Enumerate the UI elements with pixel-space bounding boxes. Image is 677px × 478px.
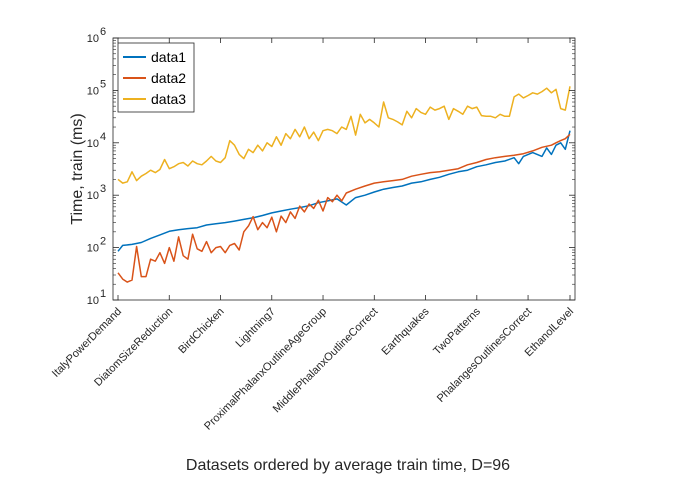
y-tick-exponent: 3: [100, 183, 106, 195]
legend-label-data3: data3: [151, 91, 186, 107]
y-tick-exponent: 5: [100, 78, 106, 90]
y-tick-label: 10: [87, 190, 99, 202]
x-axis-title: Datasets ordered by average train time, …: [186, 457, 510, 474]
y-axis-title: Time, train (ms): [69, 113, 86, 224]
legend-label-data1: data1: [151, 49, 186, 65]
series-layer: [117, 86, 571, 283]
plot-frame: [112, 37, 576, 301]
y-tick-exponent: 6: [100, 26, 106, 38]
series-line-data2: [117, 133, 571, 283]
y-tick-label: 10: [87, 138, 99, 150]
y-tick-exponent: 2: [100, 236, 106, 248]
legend: data1 data2 data3: [117, 42, 195, 113]
y-tick-exponent: 1: [100, 288, 106, 300]
y-tick-exponent: 4: [100, 131, 106, 143]
y-tick-label: 10: [87, 85, 99, 97]
series-line-data1: [117, 130, 571, 252]
y-tick-label: 10: [87, 243, 99, 255]
legend-label-data2: data2: [151, 70, 186, 86]
y-tick-label: 10: [87, 33, 99, 45]
series-line-data3: [117, 86, 571, 184]
y-tick-label: 10: [87, 295, 99, 307]
